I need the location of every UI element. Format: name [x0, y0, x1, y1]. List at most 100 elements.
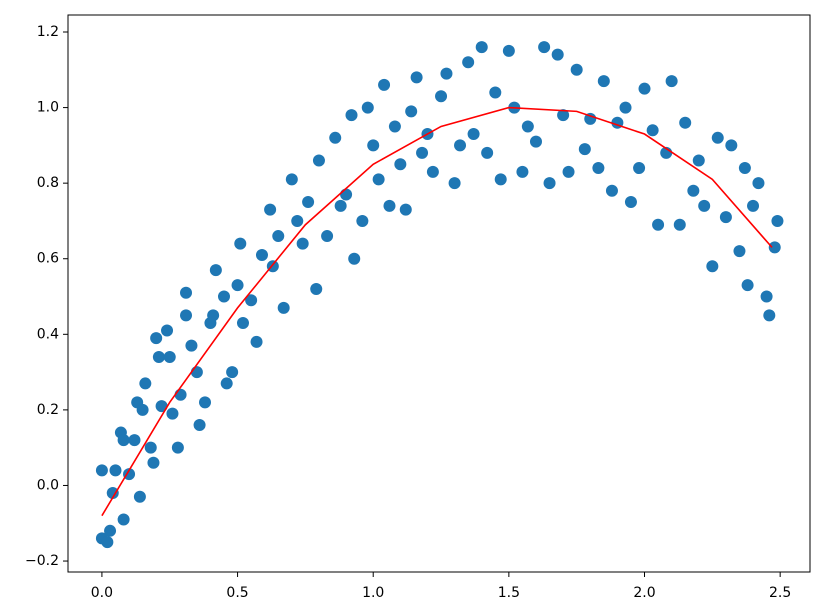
scatter-point	[538, 41, 551, 54]
scatter-point	[117, 434, 130, 447]
scatter-point	[123, 468, 136, 481]
scatter-point	[570, 63, 583, 76]
scatter-point	[592, 162, 605, 175]
scatter-point	[152, 350, 165, 363]
x-tick-label: 1.0	[362, 585, 384, 601]
scatter-point	[277, 301, 290, 314]
y-tick-label: 0.0	[37, 477, 59, 493]
scatter-point	[719, 211, 732, 224]
scatter-point	[578, 143, 591, 156]
scatter-point	[747, 199, 760, 212]
x-tick-label: 2.0	[633, 585, 655, 601]
scatter-point	[136, 403, 149, 416]
y-tick-label: −0.2	[25, 553, 59, 569]
scatter-point	[440, 67, 453, 80]
scatter-point	[372, 173, 385, 186]
scatter-point	[760, 290, 773, 303]
scatter-point	[624, 196, 637, 209]
scatter-point	[652, 218, 665, 231]
scatter-point	[462, 56, 475, 69]
scatter-point	[768, 241, 781, 254]
scatter-point	[467, 128, 480, 141]
scatter-point	[348, 252, 361, 265]
scatter-point	[562, 165, 575, 178]
y-tick-label: 0.8	[37, 175, 59, 191]
scatter-point	[296, 237, 309, 250]
scatter-point	[144, 441, 157, 454]
y-tick-label: 1.2	[37, 24, 59, 40]
scatter-point	[109, 464, 122, 477]
y-tick-label: 1.0	[37, 100, 59, 116]
x-tick-label: 2.5	[769, 585, 791, 601]
scatter-point	[166, 407, 179, 420]
scatter-point	[738, 162, 751, 175]
scatter-point	[489, 86, 502, 99]
scatter-point	[217, 290, 230, 303]
scatter-point	[340, 188, 353, 201]
scatter-point	[633, 162, 646, 175]
scatter-point	[155, 400, 168, 413]
scatter-point	[388, 120, 401, 133]
scatter-point	[475, 41, 488, 54]
scatter-point	[150, 332, 163, 345]
scatter-point	[706, 260, 719, 273]
scatter-point	[673, 218, 686, 231]
scatter-point	[226, 366, 239, 379]
scatter-point	[161, 324, 174, 337]
scatter-point	[516, 165, 529, 178]
scatter-point	[435, 90, 448, 103]
scatter-point	[771, 214, 784, 227]
scatter-point	[117, 513, 130, 526]
scatter-point	[180, 309, 193, 322]
scatter-point	[185, 339, 198, 352]
scatter-point	[725, 139, 738, 152]
y-tick-label: 0.6	[37, 251, 59, 267]
scatter-point	[255, 248, 268, 261]
scatter-point	[711, 131, 724, 144]
scatter-point	[310, 282, 323, 295]
scatter-point	[416, 146, 429, 159]
scatter-point	[679, 116, 692, 129]
scatter-point	[426, 165, 439, 178]
fit-line	[101, 106, 773, 517]
scatter-point	[334, 199, 347, 212]
scatter-point	[687, 184, 700, 197]
scatter-point	[133, 490, 146, 503]
scatter-point	[231, 279, 244, 292]
scatter-point	[291, 214, 304, 227]
scatter-point	[733, 245, 746, 258]
scatter-point	[763, 309, 776, 322]
scatter-point	[665, 75, 678, 88]
scatter-point	[646, 124, 659, 137]
scatter-point	[101, 536, 114, 549]
scatter-point	[245, 294, 258, 307]
scatter-point	[234, 237, 247, 250]
scatter-point	[139, 377, 152, 390]
scatter-point	[399, 203, 412, 216]
scatter-point	[95, 464, 108, 477]
scatter-point	[106, 487, 119, 500]
scatter-point	[584, 112, 597, 125]
scatter-point	[405, 105, 418, 118]
scatter-point	[193, 419, 206, 432]
scatter-point	[180, 286, 193, 299]
scatter-point	[272, 230, 285, 243]
x-tick-label: 1.5	[498, 585, 520, 601]
scatter-point	[692, 154, 705, 167]
scatter-point	[207, 309, 220, 322]
scatter-point	[557, 109, 570, 122]
scatter-point	[448, 177, 461, 190]
scatter-point	[741, 279, 754, 292]
scatter-point	[128, 434, 141, 447]
scatter-point	[321, 230, 334, 243]
scatter-point	[171, 441, 184, 454]
scatter-point	[383, 199, 396, 212]
scatter-point	[250, 335, 263, 348]
plot-frame	[67, 14, 811, 573]
scatter-point	[356, 214, 369, 227]
scatter-point	[361, 101, 374, 114]
scatter-point	[605, 184, 618, 197]
